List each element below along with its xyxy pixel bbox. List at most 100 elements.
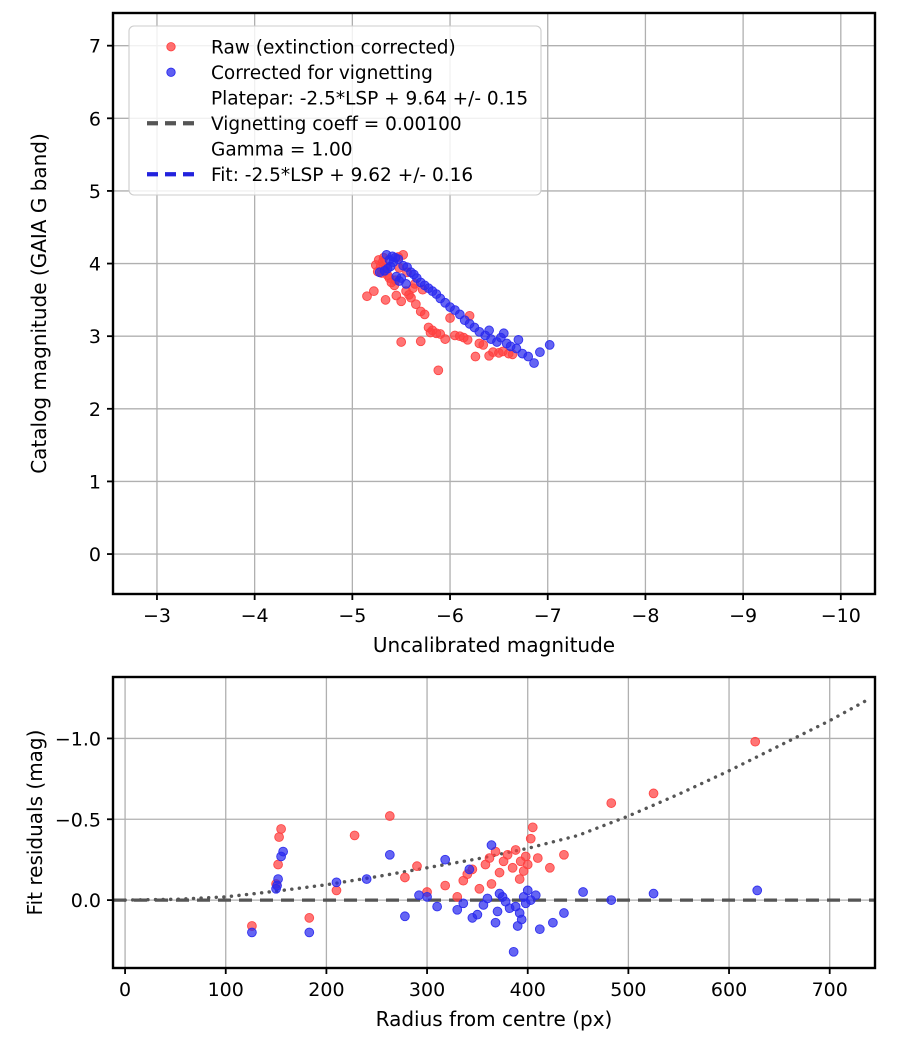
data-point (368, 286, 379, 297)
data-point (544, 340, 555, 350)
data-point (462, 334, 473, 345)
data-point (273, 859, 283, 870)
y-tick-label: −1.0 (55, 728, 101, 750)
data-point (486, 840, 497, 850)
data-point (529, 358, 539, 368)
data-point (419, 309, 430, 320)
scatter-series (374, 249, 555, 368)
data-point (545, 862, 555, 873)
data-point (406, 292, 416, 303)
x-axis-label: Uncalibrated magnitude (373, 633, 615, 657)
data-point (349, 830, 360, 841)
data-point (274, 832, 284, 842)
data-point (648, 788, 659, 799)
data-point (412, 861, 422, 872)
data-point (470, 351, 481, 362)
x-tick-label: −9 (729, 605, 757, 627)
data-point (362, 291, 372, 302)
legend-entry-label: Fit: -2.5*LSP + 9.62 +/- 0.16 (211, 165, 473, 186)
data-point (527, 822, 538, 833)
data-point (559, 849, 569, 860)
y-tick-label: 2 (89, 399, 101, 421)
legend-entry-label: Raw (extinction corrected) (211, 37, 456, 58)
data-point (458, 898, 469, 909)
x-tick-label: 300 (409, 979, 445, 1001)
data-point (535, 347, 545, 358)
x-tick-label: −3 (143, 605, 171, 627)
data-point (484, 853, 495, 863)
data-point (396, 296, 407, 307)
data-point (247, 927, 257, 938)
data-point (606, 895, 617, 905)
data-point (432, 901, 442, 912)
data-point (492, 906, 503, 917)
data-point (548, 917, 558, 928)
y-axis-label: Fit residuals (mag) (23, 730, 47, 916)
data-point (361, 874, 372, 884)
data-point (502, 849, 513, 860)
y-tick-label: 7 (89, 36, 101, 58)
axes-fit-residuals: 0 100 200 300 400 500 600 700 0.0 −0.5 −1.0 Radius … (23, 675, 877, 1031)
data-point (415, 336, 426, 347)
x-tick-label: 600 (711, 979, 747, 1001)
x-tick-label: 500 (610, 979, 646, 1001)
data-point (515, 856, 526, 867)
x-tick-label: 200 (308, 979, 344, 1001)
data-point (304, 927, 315, 938)
data-point (388, 257, 399, 267)
data-point (482, 893, 493, 904)
data-point (414, 890, 424, 901)
data-point (273, 874, 283, 884)
legend-entry-label: Corrected for vignetting (211, 63, 433, 84)
x-axis-label: Radius from centre (px) (376, 1007, 613, 1031)
data-point (522, 885, 533, 896)
y-tick-label: −0.5 (55, 809, 101, 831)
x-tick-label: 0 (119, 979, 131, 1001)
data-point (498, 328, 509, 339)
data-point (380, 295, 391, 305)
legend: Raw (extinction corrected) Corrected for … (128, 25, 542, 196)
y-tick-label: 0.0 (71, 890, 101, 912)
legend-entry-label: Vignetting coeff = 0.00100 (211, 114, 462, 135)
legend-background (128, 25, 542, 196)
y-tick-label: 3 (89, 326, 101, 348)
data-point (396, 337, 407, 347)
x-tick-label: −5 (338, 605, 366, 627)
y-tick-label: 6 (89, 108, 101, 130)
data-point (578, 887, 588, 897)
legend-marker-dot (166, 42, 176, 52)
data-point (384, 849, 395, 860)
data-point (530, 890, 541, 901)
x-tick-label: −7 (534, 605, 562, 627)
x-tick-label: −4 (241, 605, 269, 627)
data-point (507, 862, 518, 873)
axes-spines (111, 11, 877, 596)
legend-entry-label: Platepar: -2.5*LSP + 9.64 +/- 0.15 (211, 88, 528, 109)
data-point (474, 883, 485, 894)
data-point (478, 340, 489, 350)
data-point (464, 864, 475, 875)
x-tick-label: 700 (812, 979, 848, 1001)
scatter-series (247, 736, 761, 931)
data-layer (113, 699, 875, 957)
data-point (523, 351, 534, 362)
data-point (532, 853, 543, 863)
data-point (400, 872, 410, 883)
y-tick-label: 5 (89, 181, 101, 203)
data-point (278, 846, 288, 857)
scatter-series (247, 840, 763, 957)
axes-spines (111, 675, 877, 970)
y-axis-label: Catalog magnitude (GAIA G band) (27, 133, 51, 474)
legend-marker-dot (166, 67, 176, 77)
legend-entry-label: Gamma = 1.00 (211, 139, 353, 160)
data-point (440, 880, 451, 891)
data-point (534, 924, 545, 935)
data-point (513, 334, 524, 345)
data-point (331, 885, 342, 896)
data-point (400, 911, 410, 922)
x-tick-label: 100 (208, 979, 244, 1001)
data-point (490, 917, 501, 928)
data-point (559, 908, 569, 918)
